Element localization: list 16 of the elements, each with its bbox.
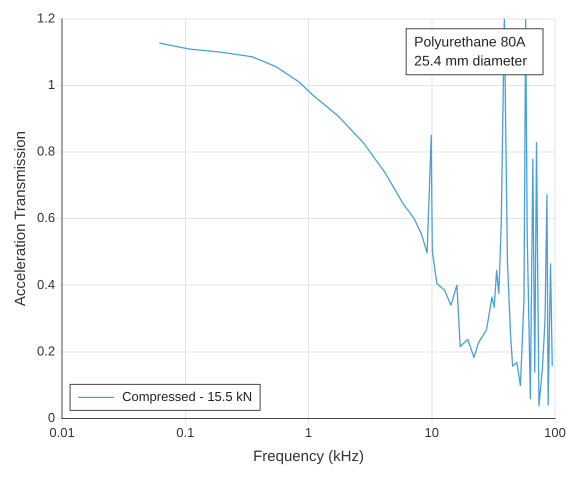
annotation: Polyurethane 80A 25.4 mm diameter: [414, 34, 528, 69]
x-axis-title: Frequency (kHz): [253, 448, 364, 466]
y-tick-label: 1: [48, 76, 56, 92]
x-tick-label: 0.1: [176, 424, 194, 440]
x-tick-label: 1: [304, 424, 312, 440]
y-tick-label: 0.6: [36, 210, 56, 226]
x-tick-label: 100: [544, 424, 566, 440]
y-axis-title: Acceleration Transmission: [12, 131, 30, 306]
x-tick-label: 0.01: [49, 424, 75, 440]
x-tick-label: 10: [424, 424, 439, 440]
y-tick-label: 0.4: [36, 276, 56, 292]
y-tick-label: 0: [48, 410, 56, 425]
legend-label: Compressed - 15.5 kN: [122, 388, 252, 404]
y-tick-label: 0.2: [36, 343, 56, 358]
y-tick-label: 1.2: [36, 10, 56, 26]
y-tick-label: 0.8: [36, 144, 56, 159]
